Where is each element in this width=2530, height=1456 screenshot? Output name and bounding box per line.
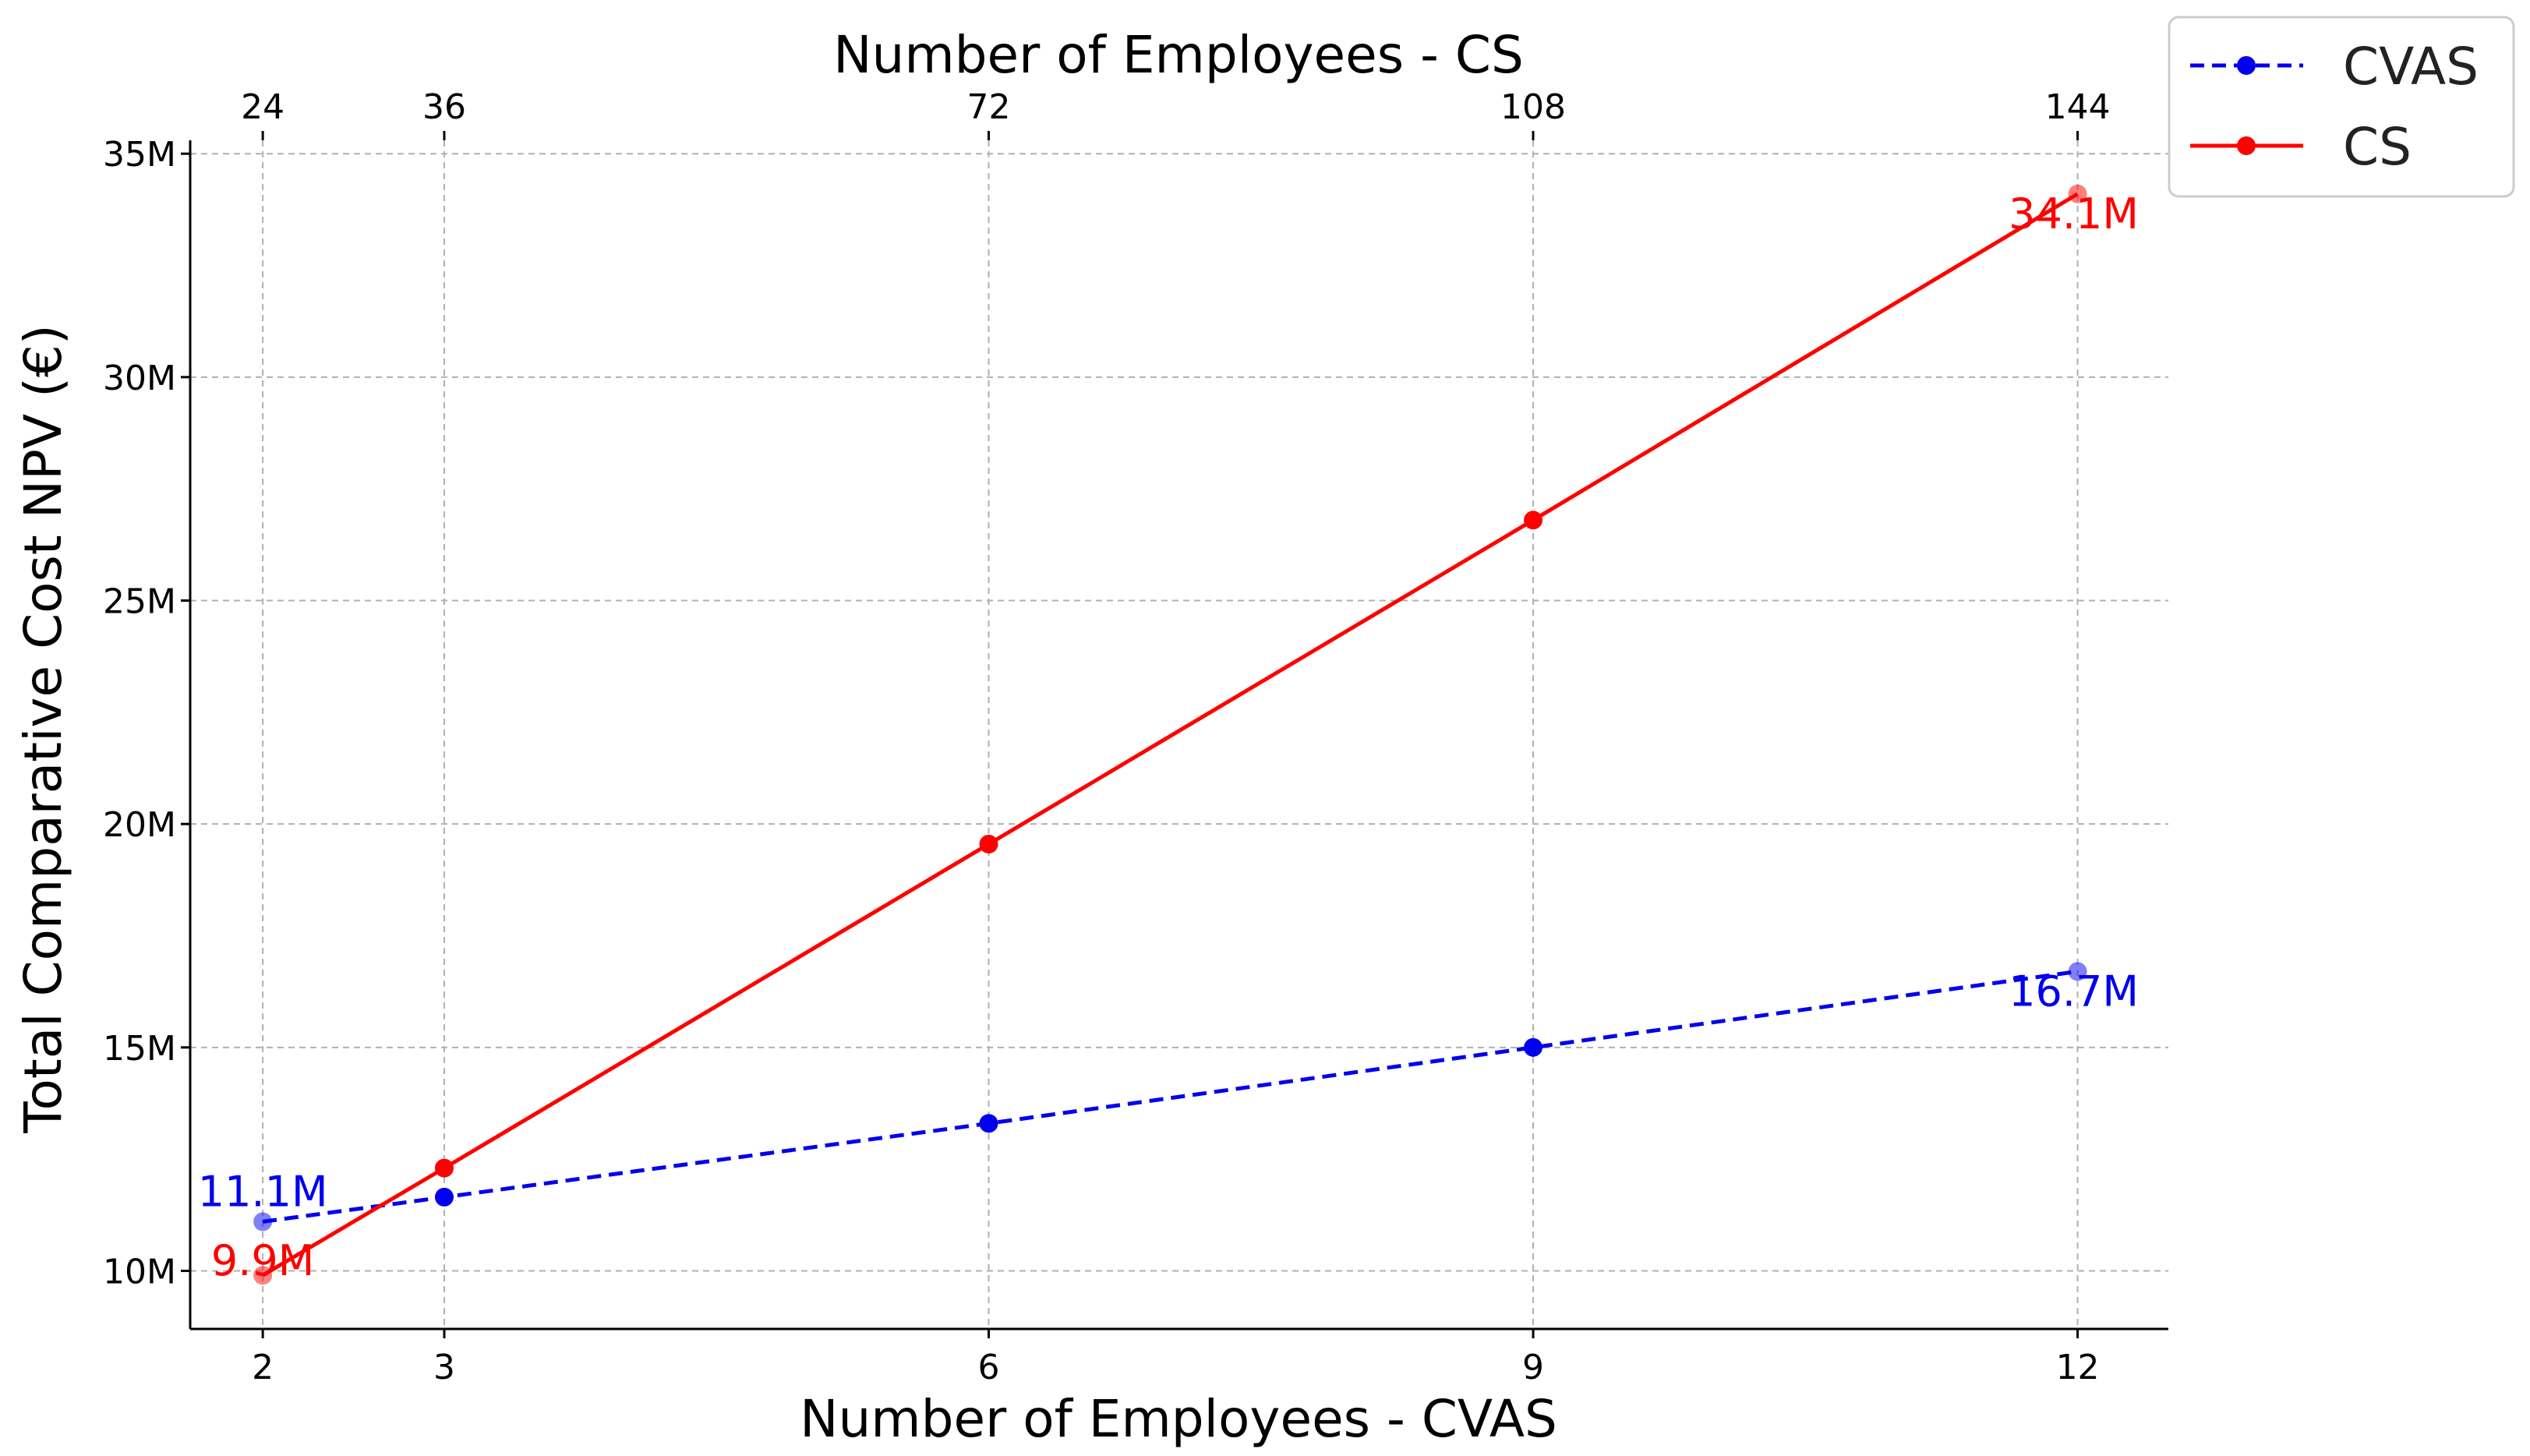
legend-label-cvas: CVAS bbox=[2343, 37, 2479, 97]
x-tick-label: 9 bbox=[1522, 1348, 1544, 1387]
y-tick-label: 30M bbox=[103, 359, 176, 398]
y-tick-label: 20M bbox=[103, 805, 176, 845]
top-x-tick-label: 144 bbox=[2045, 87, 2111, 127]
y-tick-label: 35M bbox=[103, 135, 176, 175]
data-point-cvas bbox=[434, 1187, 454, 1207]
y-tick-label: 15M bbox=[103, 1029, 176, 1069]
data-point-cs bbox=[253, 1266, 273, 1285]
data-point-cvas bbox=[2068, 962, 2087, 981]
series-line-cs bbox=[261, 192, 2079, 1278]
data-label-start-cvas: 11.1M bbox=[198, 1167, 328, 1216]
top-x-tick-label: 72 bbox=[967, 87, 1011, 127]
top-x-axis-title: Number of Employees - CS bbox=[833, 25, 1524, 85]
x-tick-label: 6 bbox=[978, 1348, 1000, 1387]
data-label-end-cvas: 16.7M bbox=[2009, 967, 2139, 1016]
data-point-cs bbox=[979, 834, 998, 853]
top-x-tick-label: 108 bbox=[1500, 87, 1566, 127]
data-point-cs bbox=[434, 1158, 454, 1178]
series-lines bbox=[253, 184, 2087, 1285]
x-axis-title: Number of Employees - CVAS bbox=[800, 1389, 1557, 1449]
data-point-cvas bbox=[253, 1212, 273, 1232]
data-point-cs bbox=[1524, 511, 1543, 530]
legend: CVAS CS bbox=[2168, 16, 2515, 198]
data-label-end-cs: 34.1M bbox=[2009, 189, 2139, 239]
y-tick-label: 25M bbox=[103, 582, 176, 622]
legend-frame bbox=[2168, 16, 2515, 198]
data-labels: 11.1M 16.7M 9.9M 34.1M bbox=[198, 189, 2139, 1285]
data-point-cs bbox=[2068, 184, 2087, 203]
data-point-cvas bbox=[979, 1114, 998, 1133]
x-tick-label: 3 bbox=[433, 1348, 455, 1387]
legend-marker-cvas bbox=[2237, 56, 2256, 75]
grid-lines bbox=[190, 140, 2168, 1329]
legend-marker-cs bbox=[2237, 136, 2256, 155]
y-tick-label: 10M bbox=[103, 1252, 176, 1292]
series-line-cvas bbox=[262, 969, 2078, 1224]
data-point-cvas bbox=[1524, 1037, 1543, 1057]
x-tick-label: 12 bbox=[2056, 1348, 2100, 1387]
top-x-tick-label: 36 bbox=[422, 87, 466, 127]
y-axis-title: Total Comparative Cost NPV (€) bbox=[13, 324, 73, 1133]
x-tick-label: 2 bbox=[252, 1348, 274, 1387]
legend-label-cs: CS bbox=[2343, 117, 2412, 177]
top-x-tick-label: 24 bbox=[241, 87, 284, 127]
data-label-start-cs: 9.9M bbox=[211, 1236, 314, 1285]
